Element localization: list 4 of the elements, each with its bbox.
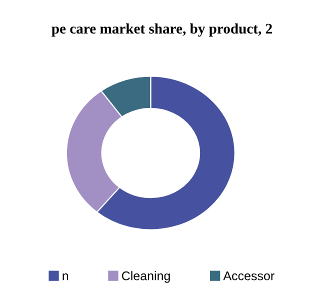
- chart-title: pe care market share, by product, 2: [52, 23, 272, 37]
- legend-label: Cleaning: [122, 271, 170, 283]
- legend-label: n: [62, 273, 68, 280]
- legend-label: Accessor: [223, 272, 274, 280]
